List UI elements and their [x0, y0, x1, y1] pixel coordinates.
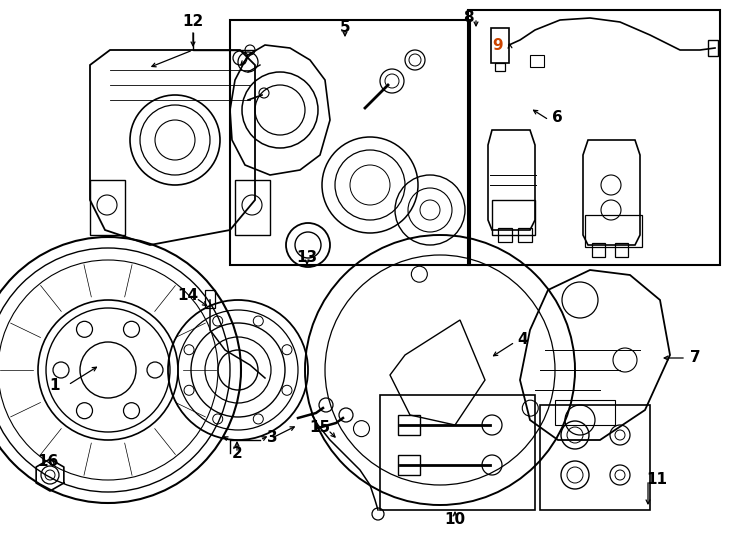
Text: 4: 4	[517, 333, 528, 348]
Bar	[205, 290, 215, 308]
Bar	[380, 395, 535, 510]
Text: 13: 13	[297, 251, 318, 266]
Bar	[495, 63, 505, 71]
Bar	[555, 400, 615, 425]
Bar	[592, 243, 605, 257]
Text: 3: 3	[266, 430, 277, 445]
Text: 10: 10	[445, 512, 465, 528]
Bar	[530, 55, 544, 67]
Bar	[518, 228, 532, 242]
Text: 9: 9	[493, 37, 504, 52]
Bar	[615, 243, 628, 257]
Text: 2: 2	[232, 446, 242, 461]
Text: 8: 8	[462, 10, 473, 25]
Bar	[398, 455, 420, 475]
Text: 5: 5	[340, 21, 350, 36]
Text: 1: 1	[50, 377, 60, 393]
Bar	[498, 228, 512, 242]
Bar	[90, 180, 125, 235]
Bar	[708, 40, 718, 56]
Text: 15: 15	[310, 421, 330, 435]
Bar	[540, 405, 650, 510]
Bar	[491, 28, 509, 63]
Text: 6: 6	[552, 111, 562, 125]
Text: 16: 16	[37, 455, 59, 469]
Bar	[230, 20, 470, 265]
Text: 12: 12	[182, 15, 203, 30]
Bar	[468, 10, 720, 265]
Bar	[585, 215, 642, 247]
Text: 7: 7	[690, 350, 700, 366]
Bar	[235, 180, 270, 235]
Text: 11: 11	[647, 472, 667, 488]
Bar	[492, 200, 535, 235]
Bar	[398, 415, 420, 435]
Text: 14: 14	[178, 287, 199, 302]
